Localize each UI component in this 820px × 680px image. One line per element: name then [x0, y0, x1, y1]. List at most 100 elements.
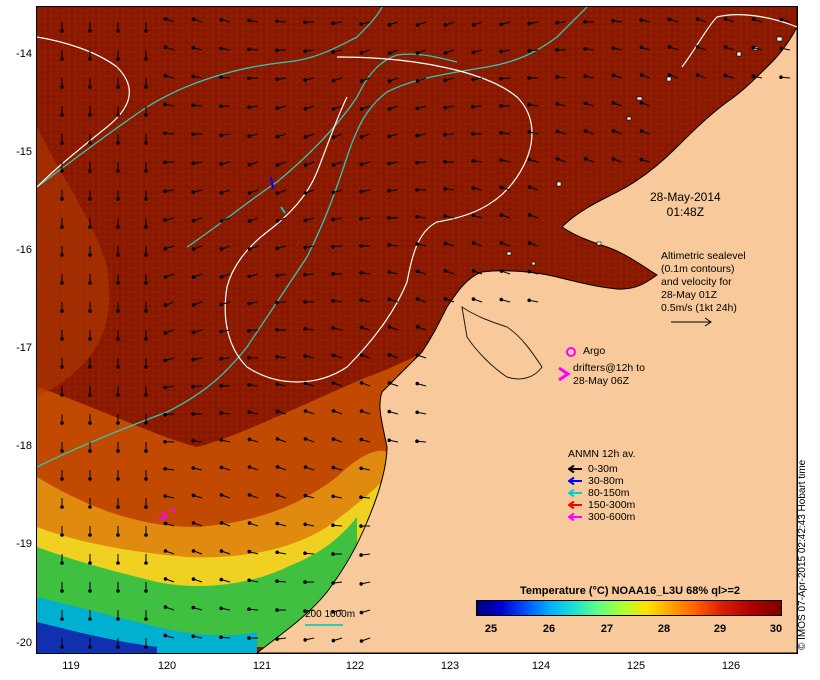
velocity-vector-head	[471, 269, 476, 273]
velocity-vector-head	[60, 253, 64, 257]
colorbar-tick-label: 30	[769, 623, 783, 635]
velocity-vector-head	[471, 186, 476, 190]
velocity-vector-head	[331, 272, 335, 276]
velocity-vector-head	[116, 505, 120, 509]
velocity-vector-head	[60, 393, 64, 397]
sst-map[interactable]	[36, 6, 798, 654]
velocity-vector-head	[60, 281, 64, 285]
velocity-vector-head	[331, 353, 336, 358]
velocity-vector-head	[116, 365, 120, 369]
velocity-vector-head	[88, 337, 92, 341]
velocity-vector-head	[163, 385, 167, 390]
bathy-scale-line	[305, 624, 343, 626]
longitude-label: 119	[62, 660, 80, 672]
velocity-vector-head	[219, 46, 223, 51]
velocity-vector-head	[387, 22, 392, 27]
velocity-vector-head	[116, 113, 120, 117]
velocity-vector-head	[443, 297, 448, 301]
velocity-vector-head	[88, 645, 92, 649]
velocity-vector-head	[303, 381, 308, 386]
velocity-vector-head	[219, 133, 223, 138]
velocity-vector-head	[247, 521, 252, 525]
velocity-vector-head	[499, 49, 504, 54]
velocity-vector-head	[303, 493, 308, 498]
velocity-vector-head	[303, 135, 308, 139]
velocity-vector-head	[60, 225, 64, 229]
velocity-vector-head	[116, 421, 120, 425]
velocity-vector-head	[415, 215, 419, 219]
velocity-vector-head	[527, 269, 532, 274]
velocity-vector-head	[415, 23, 420, 27]
colorbar-tick-label: 29	[713, 623, 727, 635]
velocity-vector-head	[116, 197, 120, 201]
velocity-vector-head	[60, 29, 64, 33]
velocity-vector-head	[443, 241, 448, 246]
velocity-vector-head	[359, 79, 364, 83]
bathy-contour-1000m	[37, 7, 588, 468]
sealevel-contour-1	[37, 36, 130, 188]
velocity-vector-head	[303, 354, 308, 358]
anmn-title: ANMN 12h av.	[568, 448, 636, 460]
velocity-vector-head	[331, 523, 335, 528]
velocity-vector-head	[88, 29, 92, 33]
velocity-vector-head	[499, 104, 503, 108]
velocity-vector-head	[667, 17, 672, 22]
velocity-vector-head	[163, 521, 168, 526]
velocity-vector-head	[163, 17, 168, 21]
velocity-vector-head	[191, 247, 196, 251]
credit-text: © IMOS 07-Apr-2015 02:42:43 Hobart time	[797, 459, 808, 650]
anmn-legend-label: 300-600m	[588, 510, 636, 523]
velocity-vector-head	[499, 76, 503, 81]
velocity-vector-head	[387, 79, 392, 83]
velocity-vector-head	[219, 549, 224, 553]
velocity-vector-head	[219, 190, 224, 195]
velocity-vector-head	[331, 381, 336, 385]
velocity-vector-head	[191, 521, 196, 525]
longitude-label: 124	[531, 660, 551, 672]
velocity-vector-head	[219, 219, 224, 223]
velocity-vector-head	[275, 637, 279, 641]
velocity-vector-head	[387, 409, 392, 414]
velocity-vector-head	[639, 45, 644, 50]
velocity-vector-head	[611, 157, 616, 161]
velocity-vector-head	[359, 22, 364, 26]
anmn-legend-row: 0-30m	[568, 463, 636, 475]
velocity-vector-head	[247, 578, 251, 583]
velocity-vector-head	[163, 131, 167, 136]
anmn-marker-blue	[270, 176, 274, 190]
velocity-vector-head	[443, 23, 448, 27]
velocity-vector-head	[303, 78, 308, 82]
drifter-line: drifters@12h to	[573, 362, 645, 374]
bathy-scale-label: 200 1000m	[305, 609, 356, 620]
velocity-vector-head	[219, 438, 223, 442]
velocity-vector-head	[275, 77, 279, 82]
velocity-vector-head	[247, 247, 252, 251]
velocity-vector-head	[527, 76, 531, 80]
anmn-legend-row: 30-80m	[568, 475, 636, 487]
velocity-vector-head	[219, 75, 223, 80]
velocity-vector-head	[499, 269, 504, 273]
land-mass	[256, 7, 797, 653]
velocity-vector-head	[116, 533, 120, 537]
velocity-vector-head	[144, 29, 148, 33]
latitude-label: -17	[16, 342, 32, 354]
velocity-vector-head	[443, 269, 448, 273]
velocity-vector-head	[331, 409, 336, 413]
velocity-vector-head	[415, 160, 419, 165]
velocity-vector-head	[191, 45, 196, 50]
velocity-vector-head	[116, 141, 120, 145]
latitude-label: -18	[16, 440, 32, 452]
velocity-vector-head	[415, 410, 420, 415]
velocity-vector-head	[163, 467, 167, 471]
velocity-vector-head	[443, 132, 447, 137]
velocity-vector-head	[191, 17, 196, 21]
velocity-vector-head	[303, 191, 308, 195]
velocity-vector-head	[191, 634, 195, 639]
velocity-vector-head	[331, 190, 336, 195]
velocity-vector-head	[583, 20, 587, 24]
bathy-contour-200m	[37, 7, 383, 188]
velocity-vector-head	[144, 645, 148, 649]
velocity-vector-head	[387, 188, 391, 193]
velocity-vector-head	[163, 73, 168, 78]
velocity-vector-head	[163, 303, 168, 307]
